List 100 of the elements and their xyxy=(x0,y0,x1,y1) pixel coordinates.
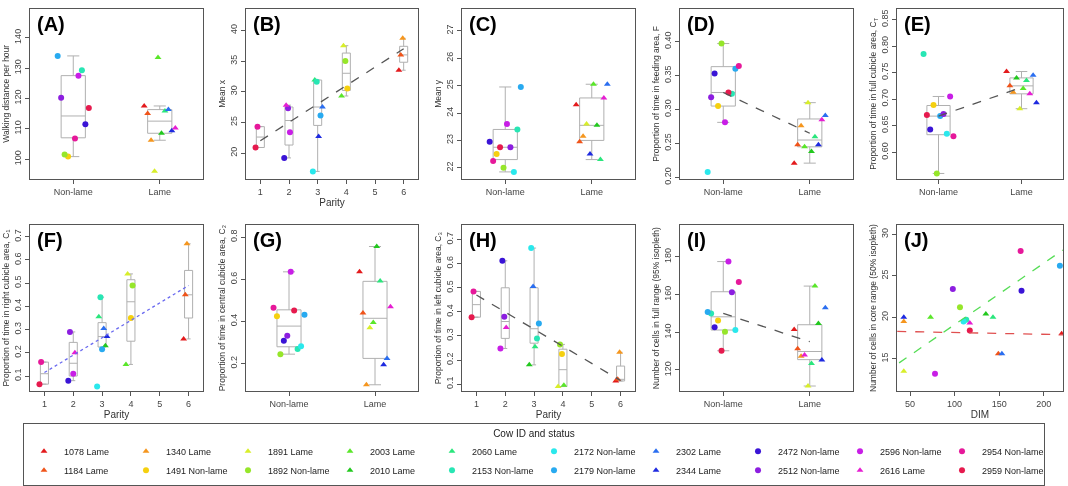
y-tick-label: 0.4 xyxy=(229,313,240,327)
legend-label: 2596 Non-lame xyxy=(880,446,942,457)
chart-title: (C) xyxy=(469,13,497,35)
y-tick-label: 25 xyxy=(229,115,240,127)
x-tick-label: 1 xyxy=(41,398,47,409)
y-tick-label: 0.4 xyxy=(445,304,456,317)
x-tick-label: 4 xyxy=(560,398,566,409)
x-tick-label: Non-lame xyxy=(703,186,743,197)
x-tick-label: Non-lame xyxy=(485,186,525,197)
y-tick-label: 160 xyxy=(663,285,674,301)
legend-title: Cow ID and status xyxy=(493,427,575,439)
x-tick-label: 3 xyxy=(315,186,321,197)
y-axis-title: Number of cells in core range (50% isopleth) xyxy=(867,224,878,393)
x-tick-label: 2 xyxy=(502,398,508,409)
y-axis-title: Mean y xyxy=(432,79,443,108)
y-tick-label: 0.3 xyxy=(445,328,456,341)
x-tick-label: Lame xyxy=(798,398,822,409)
x-tick-label: 5 xyxy=(372,186,378,197)
y-tick-label: 180 xyxy=(663,248,674,264)
y-tick-label: 0.70 xyxy=(880,89,891,107)
y-tick-label: 25 xyxy=(880,269,891,280)
legend-label: 2172 Non-lame xyxy=(574,446,636,457)
y-tick-label: 15 xyxy=(880,352,891,363)
y-tick-label: 0.85 xyxy=(880,9,891,27)
chart-title: (D) xyxy=(687,13,715,35)
y-axis-title: Proportion of time in left cubicle area, C₃ xyxy=(432,232,443,385)
y-tick-label: 20 xyxy=(229,146,240,157)
legend-label: 2959 Non-lame xyxy=(982,465,1044,476)
legend-label: 2060 Lame xyxy=(472,446,518,457)
y-tick-label: 35 xyxy=(229,54,240,65)
y-tick-label: 120 xyxy=(13,89,24,105)
x-tick-label: 3 xyxy=(99,398,105,409)
y-tick-label: 100 xyxy=(13,150,24,166)
y-tick-label: 30 xyxy=(229,85,240,96)
x-tick-label: 150 xyxy=(991,398,1007,409)
y-tick-label: 0.2 xyxy=(445,352,456,365)
legend-label: 1491 Non-lame xyxy=(166,465,228,476)
legend-label: 2472 Non-lame xyxy=(778,446,840,457)
y-tick-label: 40 xyxy=(229,23,240,35)
x-tick-label: 2 xyxy=(70,398,76,409)
y-tick-label: 30 xyxy=(880,227,891,238)
legend-label: 2179 Non-lame xyxy=(574,465,636,476)
legend-label: 2003 Lame xyxy=(370,446,416,457)
chart-title: (B) xyxy=(253,13,281,35)
legend-label: 2344 Lame xyxy=(676,465,722,476)
y-tick-label: 0.40 xyxy=(663,31,674,49)
y-tick-label: 0.65 xyxy=(880,115,891,134)
x-tick-label: 5 xyxy=(589,398,595,409)
x-tick-label: Lame xyxy=(363,398,387,409)
y-tick-label: 0.5 xyxy=(445,280,456,293)
y-tick-label: 140 xyxy=(13,28,24,44)
legend-label: 1892 Non-lame xyxy=(268,465,330,476)
x-tick-label: Lame xyxy=(580,186,604,197)
x-tick-label: 6 xyxy=(401,186,407,197)
x-axis-title: DIM xyxy=(970,409,990,421)
x-tick-label: Lame xyxy=(1010,186,1033,197)
y-axis-title: Proportion of time in feeding area, F xyxy=(650,26,661,162)
legend-label: 2616 Lame xyxy=(880,465,926,476)
y-tick-label: 0.1 xyxy=(13,368,24,381)
y-tick-label: 0.4 xyxy=(13,298,24,312)
y-tick-label: 0.20 xyxy=(663,167,674,185)
y-tick-label: 24 xyxy=(445,106,456,117)
x-tick-label: 4 xyxy=(128,398,134,409)
y-tick-label: 0.3 xyxy=(13,322,24,335)
y-tick-label: 130 xyxy=(13,59,24,75)
x-tick-label: Non-lame xyxy=(918,186,959,197)
x-tick-label: 200 xyxy=(1036,398,1052,409)
y-axis-title: Proportion of time in right cubicle area, C₁ xyxy=(0,229,11,387)
legend-label: 2010 Lame xyxy=(370,465,416,476)
y-tick-label: 0.80 xyxy=(880,35,891,54)
chart-title: (E) xyxy=(904,13,931,35)
y-tick-label: 0.30 xyxy=(663,99,674,117)
x-tick-label: 100 xyxy=(947,398,963,409)
y-axis-title: Mean x xyxy=(216,79,227,108)
y-tick-label: 140 xyxy=(663,323,674,339)
y-tick-label: 0.35 xyxy=(663,65,674,83)
y-tick-label: 0.60 xyxy=(880,142,891,160)
x-axis-title: Parity xyxy=(319,197,345,209)
x-tick-label: Non-lame xyxy=(53,186,93,197)
x-tick-label: 3 xyxy=(531,398,537,409)
legend-label: 2954 Non-lame xyxy=(982,446,1044,457)
chart-title: (J) xyxy=(904,229,929,251)
x-tick-label: 50 xyxy=(905,398,916,409)
x-axis-title: Parity xyxy=(103,409,130,421)
y-tick-label: 120 xyxy=(663,361,674,377)
y-tick-label: 0.5 xyxy=(13,275,24,289)
y-tick-label: 26 xyxy=(445,51,456,62)
x-tick-label: 6 xyxy=(186,398,192,409)
x-tick-label: Non-lame xyxy=(269,398,309,409)
y-tick-label: 22 xyxy=(445,161,456,172)
x-axis-title: Parity xyxy=(535,409,562,421)
y-tick-label: 0.2 xyxy=(229,356,240,369)
y-tick-label: 25 xyxy=(445,79,456,90)
x-tick-label: 5 xyxy=(157,398,163,409)
x-tick-label: 1 xyxy=(473,398,479,409)
y-tick-label: 0.6 xyxy=(13,252,24,265)
y-tick-label: 27 xyxy=(445,24,456,35)
legend-label: 1891 Lame xyxy=(268,446,314,457)
y-tick-label: 20 xyxy=(880,310,891,321)
y-axis-title: Number of cells in full range (95% isopleth) xyxy=(650,226,661,390)
